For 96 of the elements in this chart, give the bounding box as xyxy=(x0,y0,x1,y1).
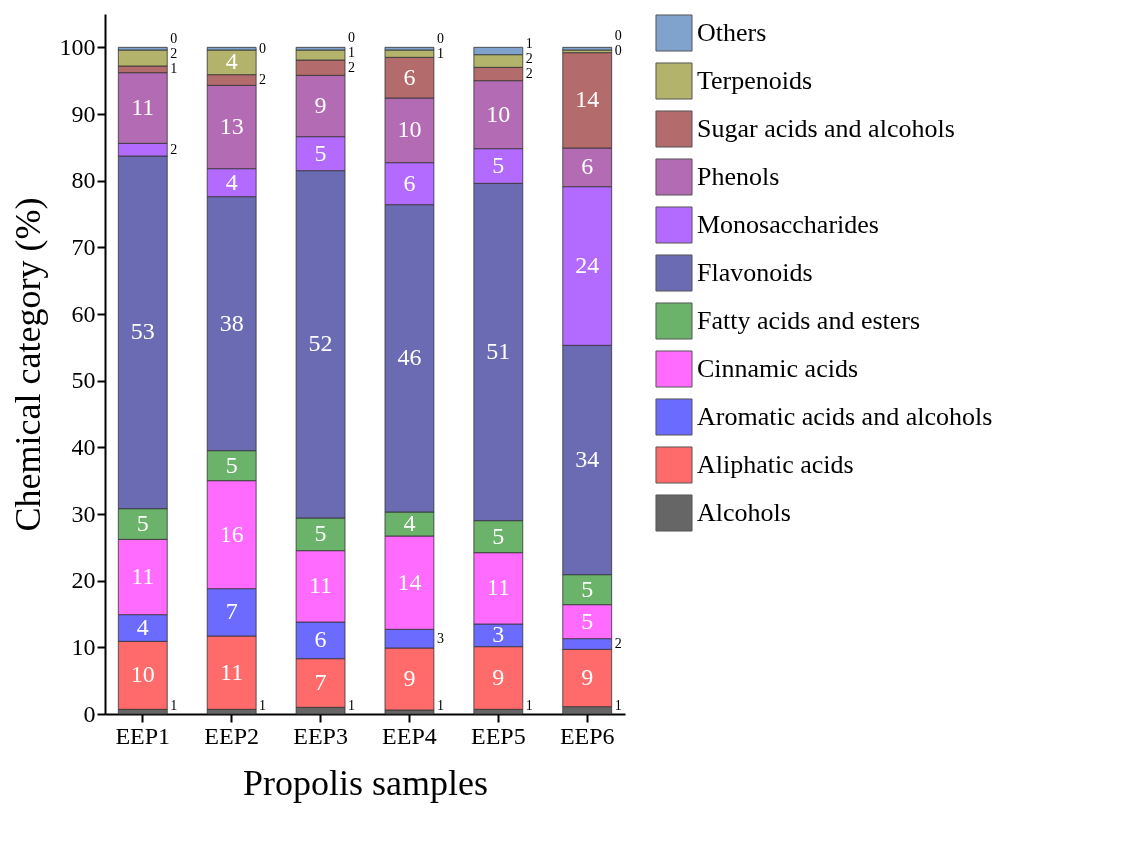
x-tick-label: EEP2 xyxy=(204,722,259,749)
data-label: 9 xyxy=(314,92,327,118)
legend-label: Phenols xyxy=(697,162,780,191)
data-label: 53 xyxy=(130,318,155,345)
data-label: 5 xyxy=(492,522,505,549)
data-label: 16 xyxy=(219,520,244,547)
x-tick-label: EEP5 xyxy=(471,722,526,749)
x-tick-label: EEP3 xyxy=(293,722,348,749)
legend-label: Terpenoids xyxy=(697,66,813,95)
data-label: 0 xyxy=(614,28,622,44)
data-label: 5 xyxy=(136,510,149,536)
data-label: 3 xyxy=(492,621,505,648)
y-axis-title: Chemical category (%) xyxy=(7,197,48,532)
data-label: 4 xyxy=(225,48,238,75)
x-tick-label: EEP6 xyxy=(559,722,615,749)
y-tick-label: 90 xyxy=(71,100,96,127)
data-label: 2 xyxy=(170,46,178,62)
y-tick-label: 20 xyxy=(71,567,96,594)
data-label: 3 xyxy=(436,630,444,646)
data-label: 1 xyxy=(525,36,533,51)
data-label: 14 xyxy=(397,568,422,595)
data-label: 4 xyxy=(136,614,149,640)
data-label: 11 xyxy=(220,658,244,685)
data-label: 11 xyxy=(131,563,155,589)
y-tick-label: 80 xyxy=(71,167,96,194)
data-label: 51 xyxy=(486,338,511,364)
data-label: 1 xyxy=(259,698,267,713)
data-label: 9 xyxy=(492,664,505,690)
data-label: 9 xyxy=(581,664,594,690)
data-label: 2 xyxy=(170,141,178,157)
y-tick-label: 60 xyxy=(71,300,96,327)
data-label: 0 xyxy=(436,30,444,46)
legend-label: Flavonoids xyxy=(697,258,813,287)
data-label: 1 xyxy=(170,698,178,713)
y-tick-label: 100 xyxy=(59,33,96,60)
data-label: 14 xyxy=(575,86,600,113)
data-label: 1 xyxy=(170,61,178,77)
x-tick-label: EEP1 xyxy=(115,722,171,749)
data-label: 9 xyxy=(403,665,416,691)
data-label: 11 xyxy=(131,94,155,120)
data-label: 0 xyxy=(170,31,178,47)
data-label: 34 xyxy=(575,446,600,472)
x-tick-label: EEP4 xyxy=(382,722,437,749)
data-label: 5 xyxy=(314,520,327,547)
y-tick-label: 70 xyxy=(71,233,96,260)
data-label: 1 xyxy=(436,45,444,61)
legend-label: Others xyxy=(697,18,767,47)
legend-label: Sugar acids and alcohols xyxy=(697,114,955,143)
data-label: 5 xyxy=(492,152,505,178)
legend-label: Fatty acids and esters xyxy=(697,306,921,335)
legend-label: Alcohols xyxy=(697,498,791,527)
data-label: 0 xyxy=(348,29,355,45)
data-label: 6 xyxy=(581,153,594,180)
data-label: 0 xyxy=(259,40,267,56)
data-label: 7 xyxy=(314,669,327,695)
data-label: 7 xyxy=(225,598,238,625)
data-label: 2 xyxy=(614,636,622,651)
data-label: 38 xyxy=(219,309,244,336)
data-label: 5 xyxy=(581,607,594,634)
data-label: 11 xyxy=(486,574,510,601)
data-label: 4 xyxy=(225,168,238,195)
x-axis-title: Propolis samples xyxy=(242,762,489,803)
data-label: 13 xyxy=(219,113,244,139)
y-tick-label: 0 xyxy=(83,700,96,727)
data-label: 46 xyxy=(397,344,422,371)
data-label: 10 xyxy=(130,661,155,688)
data-label: 2 xyxy=(525,66,533,81)
data-label: 6 xyxy=(403,63,416,90)
y-tick-label: 30 xyxy=(71,500,96,527)
legend-label: Cinnamic acids xyxy=(697,354,859,383)
data-label: 6 xyxy=(403,169,416,196)
data-label: 0 xyxy=(614,43,622,59)
data-label: 1 xyxy=(348,44,355,60)
y-tick-label: 10 xyxy=(71,633,96,660)
data-label: 1 xyxy=(614,698,622,713)
y-tick-label: 50 xyxy=(71,367,96,394)
data-label: 6 xyxy=(314,626,327,653)
legend-label: Aliphatic acids xyxy=(697,450,854,479)
data-label: 11 xyxy=(309,572,333,599)
data-label: 24 xyxy=(575,252,600,278)
y-tick-label: 40 xyxy=(71,433,96,460)
data-label: 4 xyxy=(403,510,416,536)
data-label: 1 xyxy=(348,698,355,713)
data-label: 5 xyxy=(225,451,238,478)
data-label: 1 xyxy=(525,698,533,713)
data-label: 2 xyxy=(525,51,533,66)
legend-label: Monosaccharides xyxy=(697,210,879,239)
data-label: 52 xyxy=(308,330,333,357)
data-label: 2 xyxy=(348,59,355,75)
data-label: 10 xyxy=(397,116,422,143)
data-label: 2 xyxy=(259,72,267,87)
legend-label: Aromatic acids and alcohols xyxy=(697,402,993,431)
data-label: 1 xyxy=(436,698,444,713)
data-label: 10 xyxy=(486,100,511,127)
data-label: 5 xyxy=(581,575,594,602)
data-label: 5 xyxy=(314,139,327,166)
